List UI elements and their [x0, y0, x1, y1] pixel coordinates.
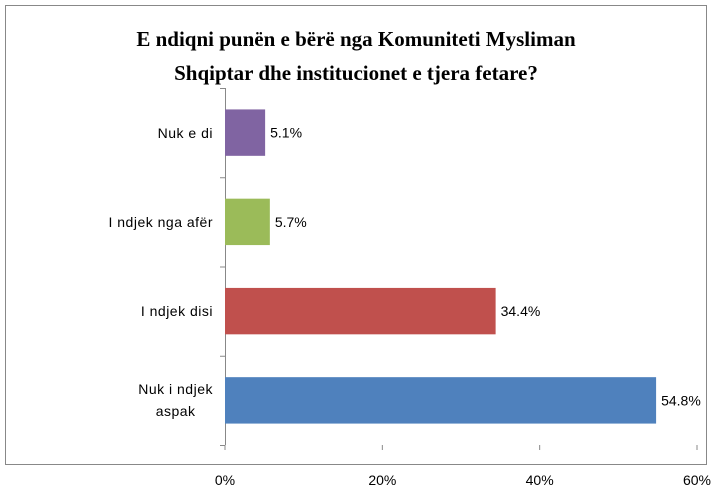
data-label: 34.4%	[501, 303, 541, 319]
data-label: 5.7%	[275, 214, 307, 230]
chart-title: E ndiqni punën e bërë nga Komuniteti Mys…	[136, 27, 576, 85]
bar	[225, 109, 266, 156]
y-tick-label: Nuk e di	[157, 124, 213, 141]
data-label: 54.8%	[661, 392, 701, 408]
bar	[225, 287, 496, 335]
x-tick-label: 20%	[368, 472, 396, 488]
chart-border	[5, 5, 707, 465]
y-tick-label: I ndjek disi	[140, 303, 213, 320]
y-tick-label: I ndjek nga afër	[108, 213, 213, 230]
x-tick-label: 40%	[526, 472, 554, 488]
y-tick-label: Nuk i ndjek aspak	[138, 381, 213, 420]
bar	[225, 377, 657, 424]
data-label: 5.1%	[270, 125, 302, 141]
x-tick-label: 60%	[683, 472, 711, 488]
x-tick-label: 0%	[215, 472, 235, 488]
bar	[225, 198, 270, 246]
